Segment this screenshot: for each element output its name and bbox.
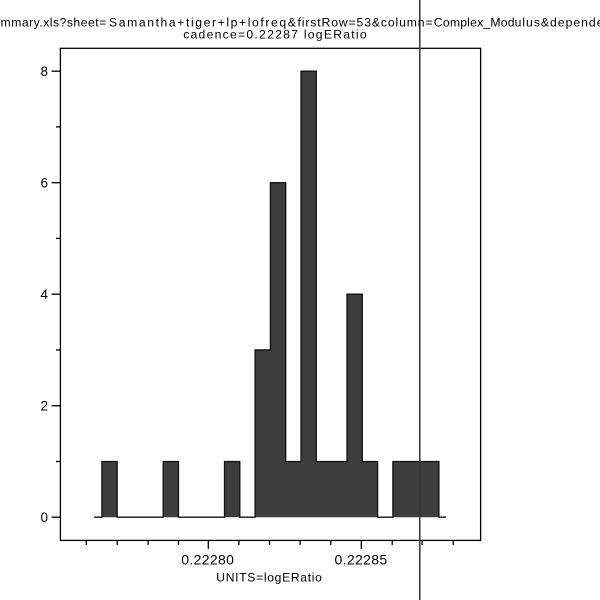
svg-text:0.22285: 0.22285 [335, 552, 388, 568]
svg-text:firstRow=53&column=: firstRow=53&column= [298, 15, 434, 29]
svg-text:Samantha+tiger+lp+lofreq&: Samantha+tiger+lp+lofreq& [109, 15, 297, 29]
svg-text:2: 2 [40, 399, 48, 414]
svg-text:Complex_Mod: Complex_Mod [434, 15, 515, 29]
svg-text:UNITS=logERatio: UNITS=logERatio [216, 571, 322, 585]
svg-text:8: 8 [40, 64, 48, 79]
svg-text:0.22280: 0.22280 [181, 552, 234, 568]
svg-text:4: 4 [40, 287, 48, 302]
svg-text:summary.xls?sheet=: summary.xls?sheet= [0, 15, 107, 29]
svg-text:0: 0 [40, 510, 48, 525]
svg-text:cadence=0.22287 logERatio: cadence=0.22287 logERatio [183, 28, 368, 42]
svg-text:6: 6 [40, 176, 48, 191]
svg-text:ulus&dependentColumn: ulus&dependentColumn [515, 15, 600, 29]
